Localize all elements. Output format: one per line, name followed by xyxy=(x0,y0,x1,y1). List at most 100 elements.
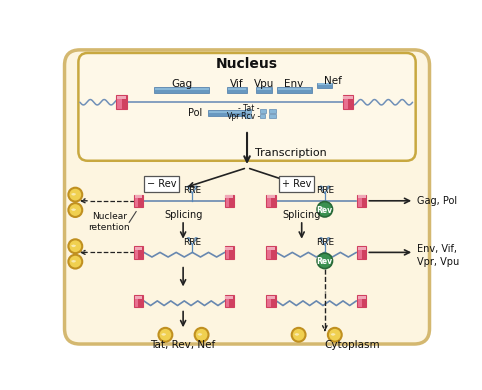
Text: RRE: RRE xyxy=(183,238,201,247)
Text: RRE: RRE xyxy=(183,186,201,195)
Circle shape xyxy=(68,188,82,202)
Text: + Rev: + Rev xyxy=(281,179,311,189)
Text: Splicing: Splicing xyxy=(282,210,321,220)
Text: Splicing: Splicing xyxy=(164,210,202,220)
Bar xyxy=(225,295,234,307)
Wedge shape xyxy=(320,207,325,210)
Bar xyxy=(229,295,234,307)
Bar xyxy=(269,109,276,113)
Bar xyxy=(358,195,366,199)
Bar xyxy=(227,87,247,92)
Bar xyxy=(357,295,366,307)
Bar xyxy=(278,88,311,90)
Bar xyxy=(225,246,234,259)
Bar xyxy=(358,296,366,299)
Text: Gag, Pol: Gag, Pol xyxy=(417,196,457,206)
Bar xyxy=(138,295,143,307)
Text: Env, Vif,
Vpr, Vpu: Env, Vif, Vpr, Vpu xyxy=(417,244,459,267)
Bar xyxy=(154,87,209,92)
Bar xyxy=(318,83,332,85)
Circle shape xyxy=(195,328,209,342)
Circle shape xyxy=(317,253,333,269)
Wedge shape xyxy=(161,333,166,336)
Bar xyxy=(134,295,143,307)
Bar xyxy=(277,87,312,92)
Bar xyxy=(226,296,233,299)
Bar xyxy=(226,247,233,250)
Text: Vpu: Vpu xyxy=(254,79,274,89)
Circle shape xyxy=(317,202,333,217)
Bar xyxy=(257,88,271,90)
Bar xyxy=(271,246,276,259)
Bar xyxy=(134,195,142,199)
Bar xyxy=(343,95,353,109)
Bar xyxy=(317,83,333,88)
Text: - Rcv -: - Rcv - xyxy=(237,112,261,121)
Bar xyxy=(260,109,266,113)
Wedge shape xyxy=(295,333,299,336)
Bar xyxy=(208,110,245,116)
Bar xyxy=(134,247,142,250)
Text: - Tat -: - Tat - xyxy=(238,104,259,113)
Text: Nef: Nef xyxy=(323,76,341,86)
Circle shape xyxy=(328,328,342,342)
Bar xyxy=(245,109,251,113)
Circle shape xyxy=(292,328,306,342)
Bar xyxy=(343,96,352,99)
Bar xyxy=(271,195,276,207)
Bar xyxy=(267,247,275,250)
Bar xyxy=(226,195,233,199)
Wedge shape xyxy=(71,260,76,262)
Circle shape xyxy=(68,239,82,253)
Bar xyxy=(117,96,126,99)
Text: Env: Env xyxy=(284,79,304,89)
Bar xyxy=(229,246,234,259)
Text: RRE: RRE xyxy=(316,186,334,195)
Wedge shape xyxy=(71,193,76,195)
Bar xyxy=(138,246,143,259)
Bar xyxy=(348,95,353,109)
Text: Nuclear
retention: Nuclear retention xyxy=(88,212,130,232)
Wedge shape xyxy=(71,208,76,211)
Bar xyxy=(138,195,143,207)
Bar xyxy=(266,295,276,307)
Text: Gag: Gag xyxy=(171,79,192,89)
Bar xyxy=(357,195,366,207)
Bar xyxy=(209,111,244,113)
Bar xyxy=(116,95,127,109)
Circle shape xyxy=(68,203,82,217)
Bar xyxy=(229,195,234,207)
Text: − Rev: − Rev xyxy=(147,179,176,189)
Text: RRE: RRE xyxy=(316,238,334,247)
Bar xyxy=(362,195,366,207)
FancyBboxPatch shape xyxy=(79,53,415,161)
Text: Cytoplasm: Cytoplasm xyxy=(325,340,380,350)
Bar xyxy=(155,88,209,90)
Bar xyxy=(121,95,127,109)
Bar xyxy=(260,114,265,118)
Bar xyxy=(266,246,276,259)
Text: Tat, Rev, Nef: Tat, Rev, Nef xyxy=(150,340,216,350)
Wedge shape xyxy=(320,259,325,262)
Bar xyxy=(256,87,272,92)
Text: Vpr: Vpr xyxy=(227,112,240,121)
Text: Transcription: Transcription xyxy=(255,148,327,158)
Bar xyxy=(358,247,366,250)
Wedge shape xyxy=(331,333,335,336)
Bar xyxy=(269,114,276,118)
Bar xyxy=(228,88,246,90)
Text: Nucleus: Nucleus xyxy=(216,57,278,71)
Text: Rev: Rev xyxy=(317,206,333,214)
Bar xyxy=(267,296,275,299)
Bar xyxy=(271,295,276,307)
Circle shape xyxy=(68,255,82,269)
Bar xyxy=(134,195,143,207)
Text: Vif: Vif xyxy=(230,79,244,89)
Bar xyxy=(362,246,366,259)
Bar xyxy=(134,246,143,259)
Bar xyxy=(225,195,234,207)
Bar xyxy=(134,296,142,299)
Circle shape xyxy=(159,328,173,342)
Text: Rev: Rev xyxy=(317,257,333,266)
Bar xyxy=(266,195,276,207)
